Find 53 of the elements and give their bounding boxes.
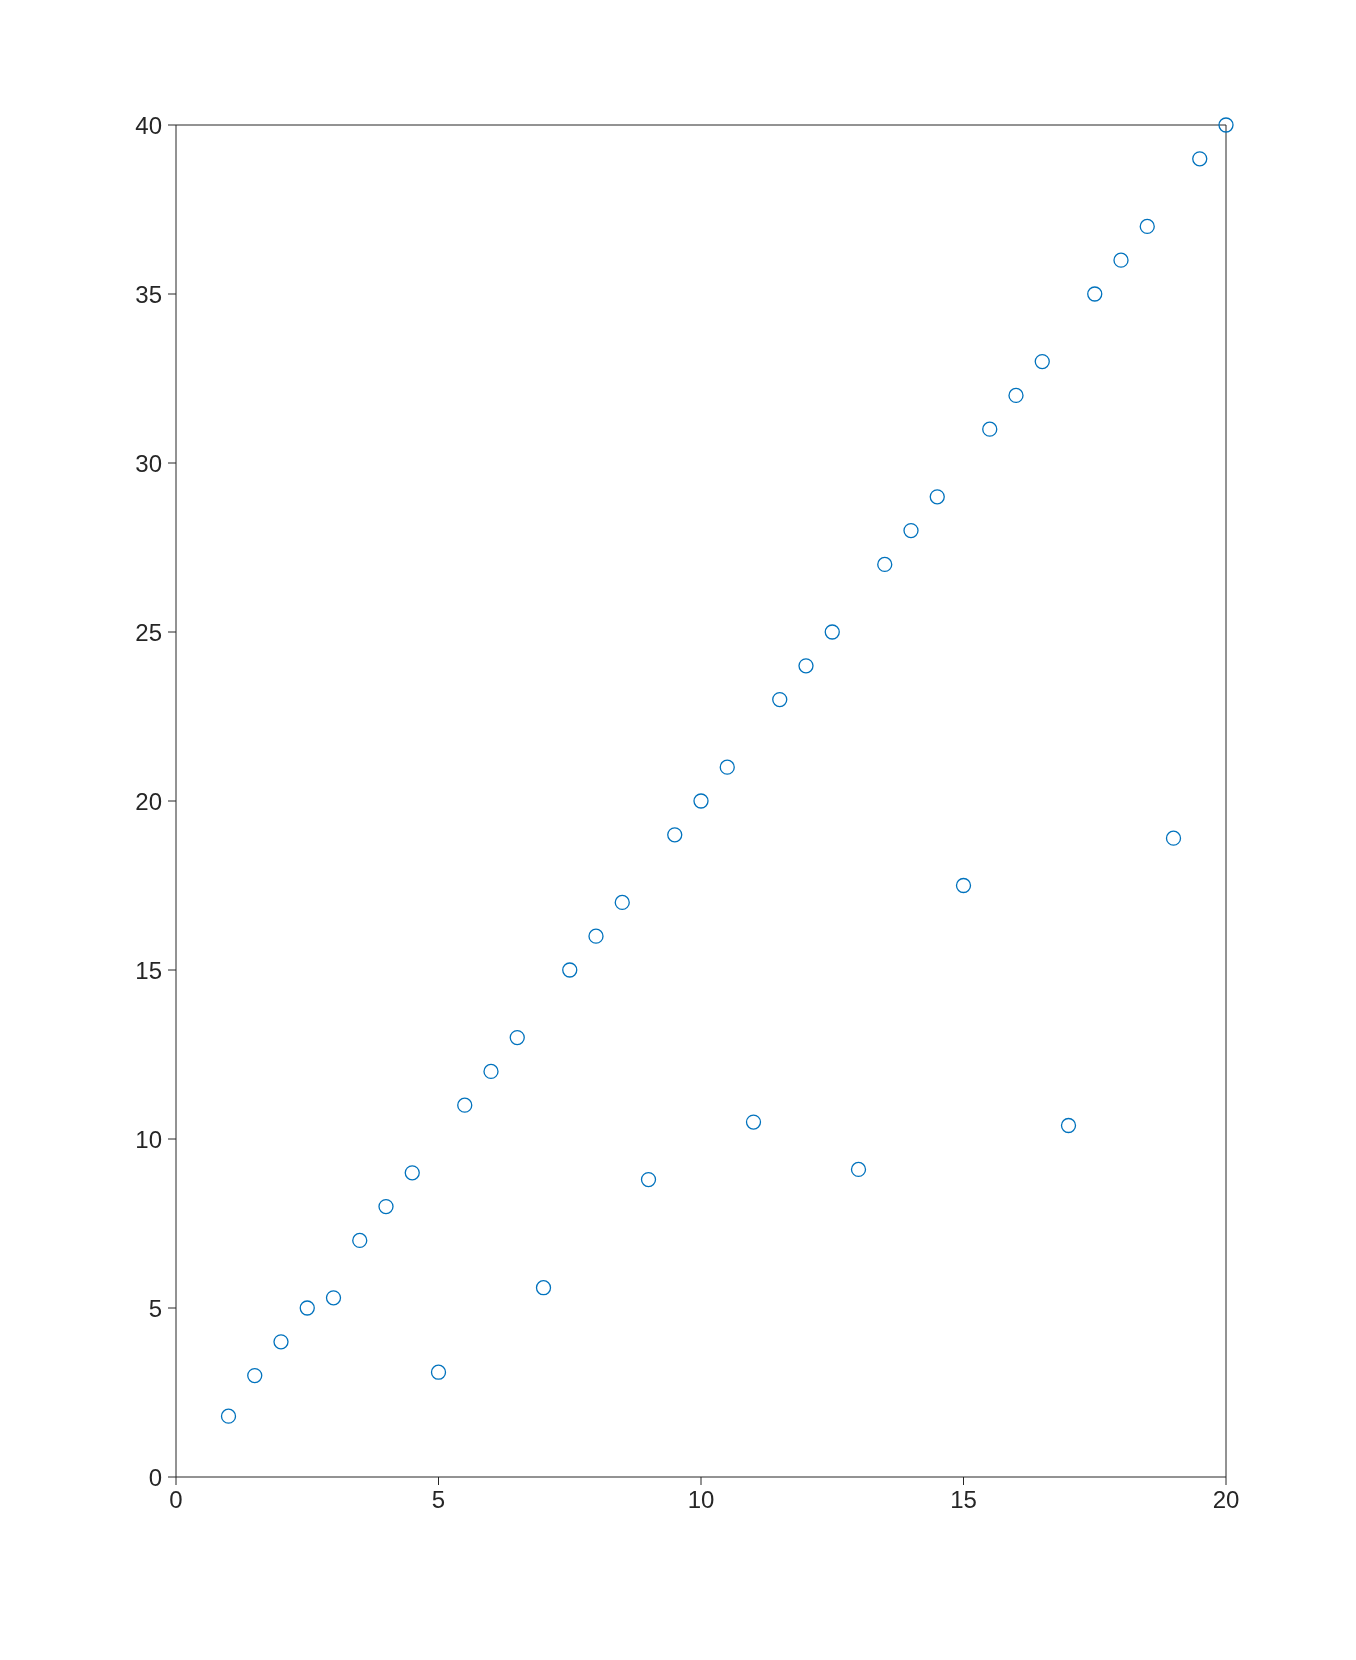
point (614, 894, 630, 911)
point (535, 1280, 552, 1296)
x-tick-label: 15 (950, 1486, 977, 1514)
point (352, 1232, 368, 1249)
point (325, 1290, 342, 1306)
point (457, 1097, 473, 1113)
y-tick-label: 5 (148, 1294, 162, 1322)
point (378, 1198, 394, 1215)
point (1113, 252, 1129, 268)
point (299, 1300, 315, 1316)
point (1087, 286, 1103, 302)
point (719, 759, 735, 775)
point (273, 1334, 289, 1350)
y-tick-label: 20 (135, 787, 162, 815)
y-tick-label: 15 (135, 956, 162, 984)
point (1165, 830, 1182, 846)
x-tick-label: 20 (1212, 1486, 1240, 1514)
point (772, 691, 788, 708)
point (483, 1063, 499, 1080)
point (982, 421, 998, 437)
point (640, 1171, 657, 1188)
point (929, 489, 945, 505)
point (877, 556, 893, 573)
x-tick-label: 0 (169, 1486, 183, 1514)
x-tick-label: 10 (687, 1486, 715, 1514)
y-tick-label: 0 (148, 1463, 162, 1491)
y-tick-label: 40 (135, 111, 162, 139)
point (903, 522, 919, 539)
point (693, 793, 709, 809)
point (798, 658, 814, 674)
point (824, 624, 840, 640)
point (1008, 387, 1024, 404)
point (1139, 218, 1155, 235)
point (247, 1367, 263, 1384)
point (1218, 117, 1234, 133)
y-tick-label: 25 (135, 618, 162, 646)
point (220, 1408, 237, 1424)
point (745, 1114, 762, 1130)
point (430, 1364, 447, 1380)
point (562, 962, 578, 978)
y-tick-label: 35 (135, 280, 162, 308)
point (1060, 1117, 1077, 1134)
point (667, 827, 683, 843)
point (850, 1161, 867, 1178)
point (1192, 151, 1208, 167)
y-tick-label: 30 (135, 449, 162, 477)
point (509, 1029, 525, 1046)
point (1034, 353, 1050, 370)
point (588, 928, 604, 944)
point (955, 877, 972, 894)
x-tick-label: 5 (431, 1486, 446, 1514)
point (404, 1165, 420, 1181)
y-tick-label: 10 (135, 1125, 162, 1153)
